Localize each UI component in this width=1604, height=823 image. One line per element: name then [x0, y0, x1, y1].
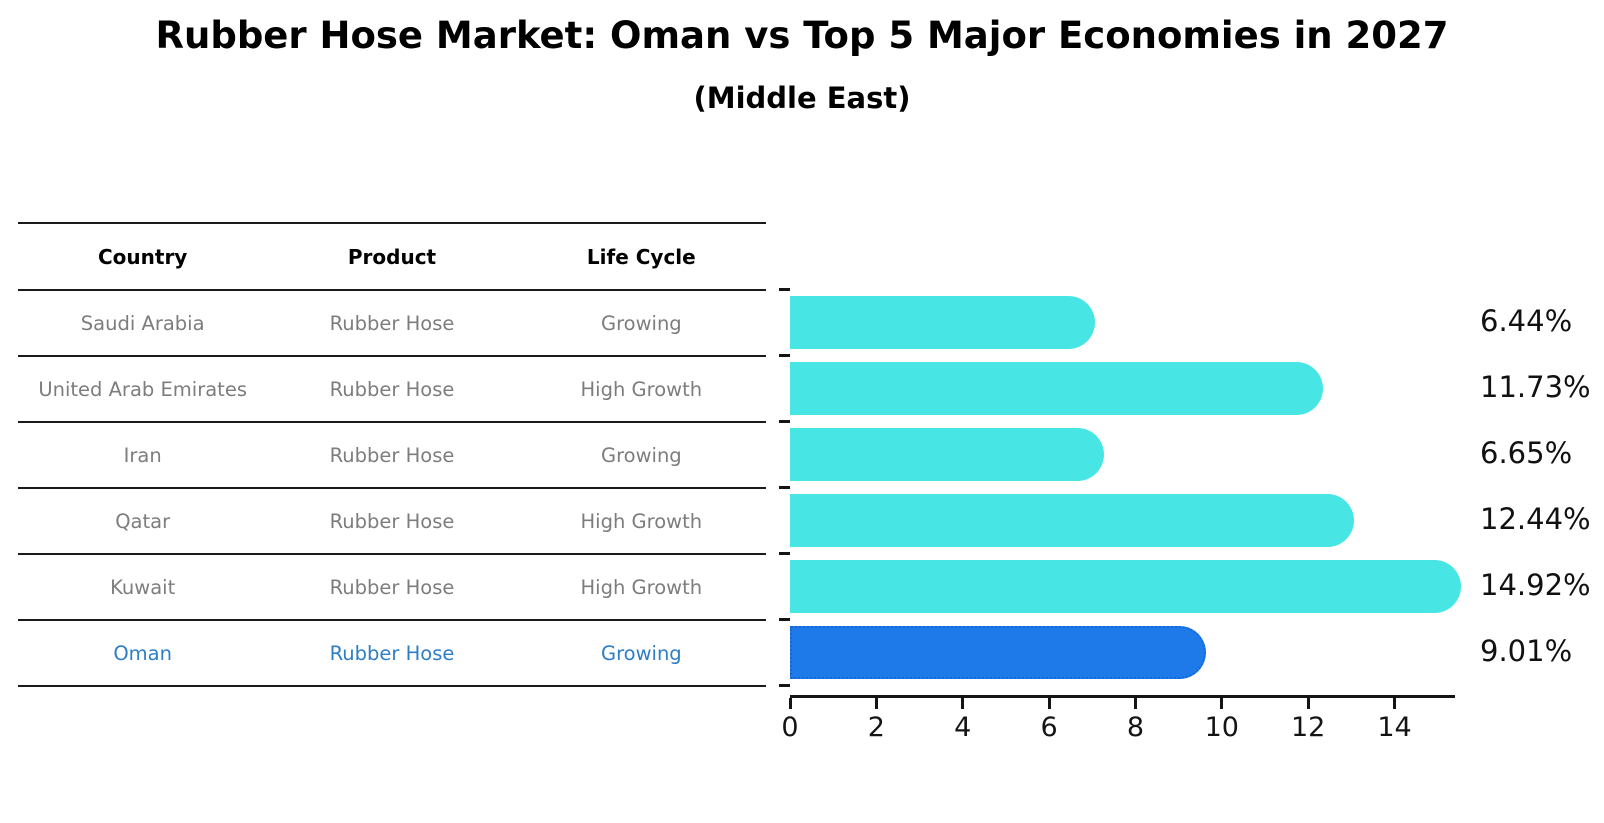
bar-kuwait: [790, 559, 1462, 613]
cell-life-cycle: Growing: [600, 641, 682, 665]
column-header-country: Country: [97, 244, 188, 269]
cell-country: Iran: [123, 443, 162, 467]
bar-saudi-arabia: [790, 295, 1095, 349]
x-axis-tick: [1306, 698, 1310, 709]
y-axis-tick: [779, 618, 790, 621]
table-row: Iran Rubber Hose Growing: [18, 423, 766, 487]
bar-iran: [790, 427, 1104, 481]
bar-value-label: 11.73%: [1480, 370, 1591, 404]
bar-chart: 6.44% 11.73% 6.65% 12.44% 14.92% 9.01% 0 2 4 6 8 10…: [779, 282, 1604, 760]
cell-country: Saudi Arabia: [80, 311, 205, 335]
cell-country: Oman: [113, 641, 172, 665]
x-axis-tick: [1047, 698, 1051, 709]
x-axis-tick: [961, 698, 965, 709]
bar-value-label: 12.44%: [1480, 502, 1591, 536]
x-tick-label: 12: [1290, 712, 1326, 743]
y-axis-tick: [779, 288, 790, 291]
cell-product: Rubber Hose: [329, 311, 455, 335]
table-rule: [18, 222, 766, 224]
column-header-product: Product: [347, 244, 437, 269]
country-table: Country Product Life Cycle Saudi Arabia Rubb…: [18, 222, 766, 687]
table-rule: [18, 289, 766, 291]
table-row: Kuwait Rubber Hose High Growth: [18, 555, 766, 619]
cell-product: Rubber Hose: [329, 443, 455, 467]
chart-subtitle: (Middle East): [693, 81, 911, 115]
cell-product: Rubber Hose: [329, 575, 455, 599]
x-tick-label: 4: [954, 712, 972, 743]
bar-qatar: [790, 493, 1354, 547]
x-axis-tick: [788, 698, 792, 709]
y-axis-tick: [779, 684, 790, 687]
chart-title: Rubber Hose Market: Oman vs Top 5 Major …: [155, 14, 1449, 57]
cell-life-cycle: High Growth: [580, 377, 703, 401]
bar-oman-highlight: [790, 625, 1206, 679]
bar-value-label: 14.92%: [1480, 568, 1591, 602]
cell-life-cycle: Growing: [600, 443, 682, 467]
table-row: United Arab Emirates Rubber Hose High Grow…: [18, 357, 766, 421]
table-rule: [18, 421, 766, 423]
y-axis-tick: [779, 420, 790, 423]
table-row: Saudi Arabia Rubber Hose Growing: [18, 291, 766, 355]
x-axis-tick: [1393, 698, 1397, 709]
x-tick-label: 10: [1204, 712, 1239, 743]
cell-country: Kuwait: [110, 575, 176, 599]
x-tick-label: 14: [1377, 712, 1412, 743]
x-axis-tick: [1133, 698, 1137, 709]
y-axis-tick: [779, 552, 790, 555]
cell-product: Rubber Hose: [329, 509, 455, 533]
table-rule: [18, 619, 766, 621]
x-axis-tick: [1220, 698, 1224, 709]
table-header-row: Country Product Life Cycle: [18, 224, 766, 289]
cell-life-cycle: Growing: [600, 311, 682, 335]
x-axis-tick: [874, 698, 878, 709]
column-header-life-cycle: Life Cycle: [586, 244, 696, 269]
x-tick-label: 0: [781, 712, 799, 743]
table-rule: [18, 685, 766, 687]
cell-country: United Arab Emirates: [38, 377, 247, 401]
cell-life-cycle: High Growth: [580, 509, 703, 533]
x-tick-label: 6: [1040, 712, 1058, 743]
table-row: Oman Rubber Hose Growing: [18, 621, 766, 685]
cell-product: Rubber Hose: [329, 377, 455, 401]
x-tick-label: 8: [1126, 712, 1145, 743]
y-axis-tick: [779, 354, 790, 357]
table-rule: [18, 553, 766, 555]
bar-value-label: 9.01%: [1480, 634, 1573, 668]
x-tick-label: 2: [867, 712, 885, 743]
bar-value-label: 6.65%: [1480, 436, 1573, 470]
bar-united-arab-emirates: [790, 361, 1324, 415]
cell-product: Rubber Hose: [329, 641, 455, 665]
bar-value-label: 6.44%: [1480, 304, 1573, 338]
table-rule: [18, 355, 766, 357]
y-axis-tick: [779, 486, 790, 489]
cell-life-cycle: High Growth: [580, 575, 703, 599]
cell-country: Qatar: [115, 509, 171, 533]
x-axis-line: [790, 695, 1455, 698]
table-rule: [18, 487, 766, 489]
table-row: Qatar Rubber Hose High Growth: [18, 489, 766, 553]
